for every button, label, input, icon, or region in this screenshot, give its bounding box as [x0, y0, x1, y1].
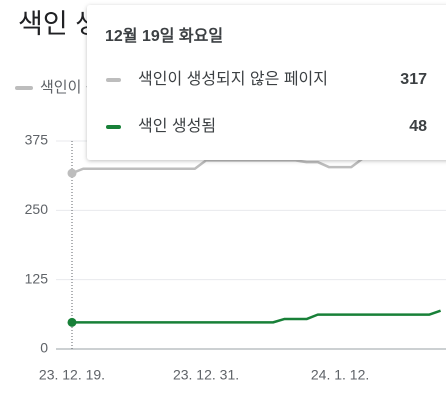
hover-point — [67, 317, 77, 327]
tooltip-value: 317 — [400, 71, 427, 88]
x-tick-label: 24. 1. 12. — [311, 367, 369, 383]
tooltip-value: 48 — [409, 118, 427, 135]
tooltip-label: 색인이 생성되지 않은 페이지 — [138, 70, 328, 88]
tooltip-label: 색인 생성됨 — [138, 117, 216, 135]
tooltip-title: 12월 19일 화요일 — [105, 26, 223, 45]
series-line — [71, 157, 441, 175]
hover-point — [67, 168, 77, 178]
y-tick-label: 125 — [25, 270, 49, 286]
x-tick-label: 23. 12. 19. — [39, 367, 105, 383]
x-tick-label: 23. 12. 31. — [173, 367, 239, 383]
y-tick-label: 250 — [25, 201, 49, 217]
tooltip-box — [87, 5, 446, 160]
y-tick-label: 375 — [25, 132, 49, 148]
plot-area: 0 125 250 375 23. 12. 19. 23. 12. 31. 24. 1. 1… — [25, 132, 446, 383]
tooltip: 12월 19일 화요일 색인이 생성되지 않은 페이지 317 색인 생성됨 48 — [87, 5, 446, 160]
series-line — [72, 309, 442, 324]
y-tick-label: 0 — [40, 340, 48, 356]
